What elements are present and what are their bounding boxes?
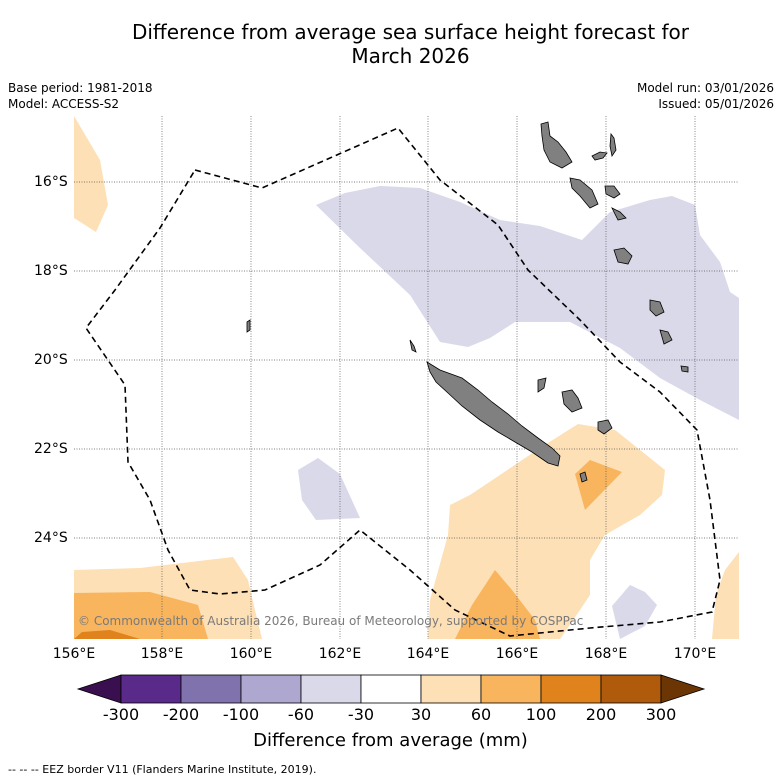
vanuatu-espiritu-santo	[540, 121, 573, 169]
colorbar-tick: 200	[585, 705, 617, 724]
colorbar-tick: 300	[645, 705, 677, 724]
vanuatu-maewo	[609, 132, 617, 158]
colorbar-bin	[480, 674, 542, 704]
colorbar-bin	[300, 674, 362, 704]
lat-label: 22°S	[34, 441, 68, 457]
vanuatu-epi	[611, 207, 627, 221]
vanuatu-erromango	[649, 299, 665, 317]
vanuatu-ambae	[591, 151, 608, 161]
colorbar-tick: -30	[347, 705, 375, 724]
anomaly-30-60-southeast	[712, 552, 739, 639]
colorbar-extend-low	[76, 674, 122, 704]
lon-label: 166°E	[495, 646, 539, 662]
colorbar-tick: 30	[410, 705, 432, 724]
land	[246, 121, 689, 483]
colorbar	[76, 674, 706, 704]
map-area	[74, 116, 739, 639]
lon-label: 170°E	[673, 646, 717, 662]
issued-date: Issued: 05/01/2026	[658, 97, 774, 111]
vanuatu-aneityum	[680, 365, 689, 373]
copyright-notice: © Commonwealth of Australia 2026, Bureau…	[78, 614, 584, 628]
colorbar-bin	[540, 674, 602, 704]
colorbar-bin	[360, 674, 422, 704]
title-line-2: March 2026	[351, 44, 470, 68]
chart-title: Difference from average sea surface heig…	[0, 20, 781, 68]
lon-label: 164°E	[406, 646, 450, 662]
colorbar-tick: -300	[102, 705, 140, 724]
eez-border	[85, 127, 721, 637]
anomaly-30-60-northwest	[74, 116, 108, 232]
loyalty-ouvea	[537, 377, 547, 393]
colorbar-tick: 60	[470, 705, 492, 724]
colorbar-tick: -100	[222, 705, 260, 724]
lat-label: 24°S	[34, 530, 68, 546]
colorbar-bin	[240, 674, 302, 704]
title-line-1: Difference from average sea surface heig…	[131, 20, 690, 44]
lat-label: 18°S	[34, 263, 68, 279]
colorbar-tick: -200	[162, 705, 200, 724]
colorbar-bin	[600, 674, 662, 704]
lat-label: 20°S	[34, 352, 68, 368]
lon-label: 168°E	[584, 646, 628, 662]
lon-label: 162°E	[318, 646, 362, 662]
colorbar-extend-high	[660, 674, 706, 704]
new-caledonia-island	[426, 361, 561, 467]
belep-islet	[409, 339, 417, 353]
anomaly-60-100-center	[575, 460, 622, 510]
colorbar-label: Difference from average (mm)	[253, 730, 528, 751]
vanuatu-efate	[613, 247, 633, 265]
colorbar-bin	[180, 674, 242, 704]
anomaly-100-200-southwest	[74, 630, 140, 639]
chesterfield-islet	[246, 319, 251, 333]
walpole-islet	[579, 471, 588, 483]
anomaly-neg-northeast	[316, 186, 739, 420]
vanuatu-malakula	[569, 177, 599, 209]
base-period: Base period: 1981-2018	[8, 81, 153, 95]
model-run: Model run: 03/01/2026	[636, 81, 774, 95]
colorbar-tick: -60	[287, 705, 315, 724]
colorbar-bin	[120, 674, 182, 704]
gridlines	[74, 116, 739, 639]
lat-label: 16°S	[34, 174, 68, 190]
model-name: Model: ACCESS-S2	[8, 97, 120, 111]
vanuatu-pentecost	[604, 185, 621, 199]
colorbar-bin	[420, 674, 482, 704]
meta-left: Base period: 1981-2018 Model: ACCESS-S2	[8, 80, 153, 112]
loyalty-mare	[597, 419, 613, 435]
lon-label: 158°E	[140, 646, 184, 662]
lon-label: 156°E	[52, 646, 96, 662]
lon-label: 160°E	[229, 646, 273, 662]
anomaly-60-100-south	[455, 570, 540, 639]
vanuatu-tanna	[659, 329, 673, 345]
anomaly-neg-central	[298, 458, 360, 520]
colorbar-tick: 100	[525, 705, 557, 724]
anomaly-60-100-southwest	[74, 592, 208, 639]
loyalty-lifou	[561, 389, 583, 413]
eez-footnote: -- -- -- EEZ border V11 (Flanders Marine…	[8, 763, 317, 776]
meta-right: Model run: 03/01/2026 Issued: 05/01/2026	[637, 80, 774, 112]
